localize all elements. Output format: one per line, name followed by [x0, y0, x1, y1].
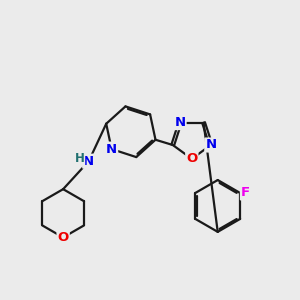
Text: N: N — [106, 142, 117, 156]
Text: O: O — [186, 152, 197, 165]
Text: O: O — [58, 231, 69, 244]
Text: N: N — [205, 139, 216, 152]
Text: H: H — [74, 152, 84, 165]
Text: N: N — [175, 116, 186, 129]
Text: N: N — [83, 155, 94, 168]
Text: F: F — [241, 187, 250, 200]
